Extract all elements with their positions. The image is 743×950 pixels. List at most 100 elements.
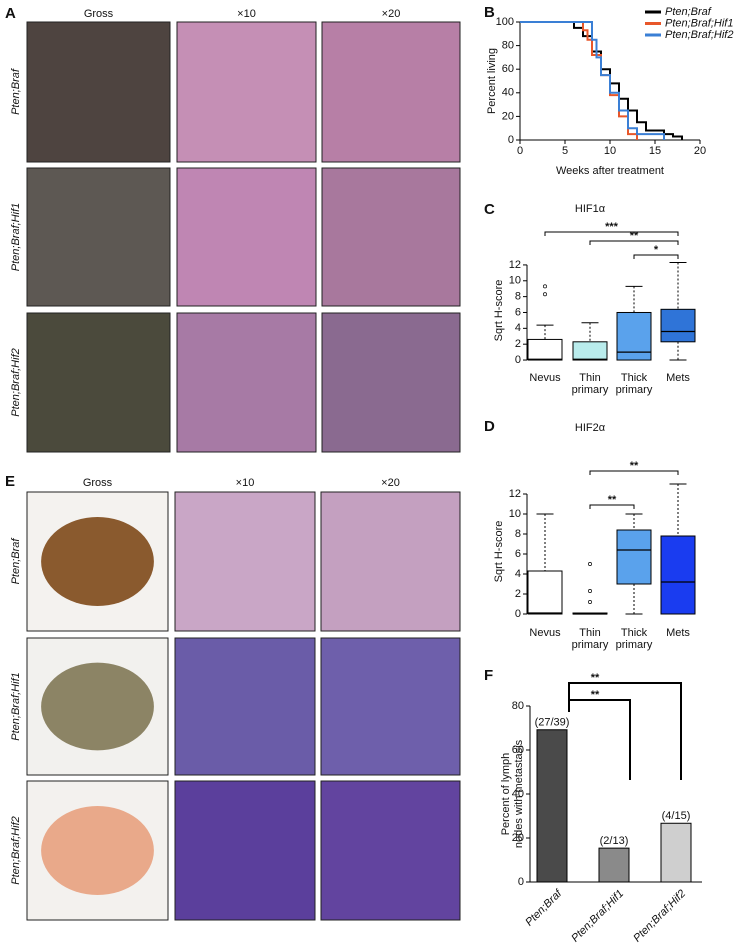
row-label: Pten;Braf [10,68,22,115]
significance-bracket [568,682,682,780]
significance-label: * [654,244,659,256]
column-header: ×20 [381,477,400,489]
y-tick-label: 20 [502,110,514,122]
x-tick-label: Thin primary [572,372,609,396]
value-label: (4/15) [662,810,691,822]
x-tick-label: Pten;Braf;Hif1 [569,888,626,945]
image [26,167,171,307]
x-axis-label: Weeks after treatment [556,165,664,177]
image [174,637,316,776]
x-tick-label: Thick primary [616,372,653,396]
bar [598,847,630,883]
legend-label: Pten;Braf [665,6,712,18]
significance-label: ** [591,672,600,684]
image [26,21,171,163]
x-tick-label: Thin primary [572,627,609,651]
legend-label: Pten;Braf;Hif1 [665,17,733,29]
survival-line [520,21,683,140]
y-tick-label: 4 [515,568,521,580]
row-label: Pten;Braf;Hif1 [10,672,22,740]
y-tick-label: 0 [518,876,524,888]
y-tick-label: 8 [515,291,521,303]
panel-label: A [5,5,16,22]
column-header: Gross [84,8,114,20]
significance-bracket [589,240,679,245]
image [176,21,317,163]
significance-label: ** [608,494,617,506]
chart-title: HIF2α [575,422,606,434]
x-tick-label: 10 [604,145,616,157]
y-tick-label: 6 [515,306,521,318]
y-tick-label: 80 [512,700,524,712]
y-tick-label: 0 [508,134,514,146]
row-label: Pten;Braf [10,538,22,585]
y-tick-label: 12 [509,259,521,271]
image [320,780,461,921]
image [174,491,316,632]
significance-label: ** [630,460,639,472]
image [321,167,461,307]
box [616,529,652,585]
image [176,167,317,307]
box [660,535,696,615]
row-label: Pten;Braf;Hif1 [10,203,22,271]
specimen [41,517,154,606]
image [320,637,461,776]
box [527,570,563,615]
survival-line [520,21,638,140]
column-header: ×20 [382,8,401,20]
row-label: Pten;Braf;Hif2 [10,348,22,416]
y-axis-label: Percent living [486,48,498,114]
significance-label: *** [605,221,619,233]
panel-label: C [484,201,495,218]
significance-bracket [633,254,679,259]
bar [536,729,568,883]
bar [660,822,692,883]
y-tick-label: 0 [515,608,521,620]
significance-bracket [589,470,679,475]
significance-label: ** [591,689,600,701]
image [321,312,461,453]
y-tick-label: 12 [509,488,521,500]
y-tick-label: 20 [512,832,524,844]
y-tick-label: 80 [502,40,514,52]
x-tick-label: Nevus [529,372,561,384]
x-tick-label: Mets [666,627,690,639]
significance-bracket [568,699,631,780]
significance-bracket [589,504,635,509]
y-axis-label: Percent of lymph [500,753,512,836]
image [320,491,461,632]
y-tick-label: 60 [512,744,524,756]
y-tick-label: 8 [515,528,521,540]
panel-label: E [5,473,15,490]
outlier [543,284,547,289]
x-tick-label: Pten;Braf;Hif2 [631,888,688,945]
x-tick-label: Thick primary [616,627,653,651]
outlier [588,589,592,593]
column-header: ×10 [236,477,255,489]
panel-label: B [484,4,495,21]
image [26,312,171,453]
chart-title: HIF1α [575,203,606,215]
x-tick-label: 20 [694,145,706,157]
x-tick-label: Mets [666,372,690,384]
panel-label: D [484,418,495,435]
y-tick-label: 40 [512,788,524,800]
y-tick-label: 4 [515,322,521,334]
specimen [41,662,154,751]
significance-bracket [544,231,679,236]
image [174,780,316,921]
x-tick-label: 5 [562,145,568,157]
column-header: ×10 [237,8,256,20]
row-label: Pten;Braf;Hif2 [10,816,22,884]
value-label: (2/13) [600,835,629,847]
survival-line [520,21,665,140]
image [176,312,317,453]
y-axis-label: nodes with metastasis [513,739,525,848]
y-tick-label: 10 [509,275,521,287]
box [616,311,652,361]
box [660,308,696,343]
box [527,338,563,361]
outlier [588,600,592,604]
